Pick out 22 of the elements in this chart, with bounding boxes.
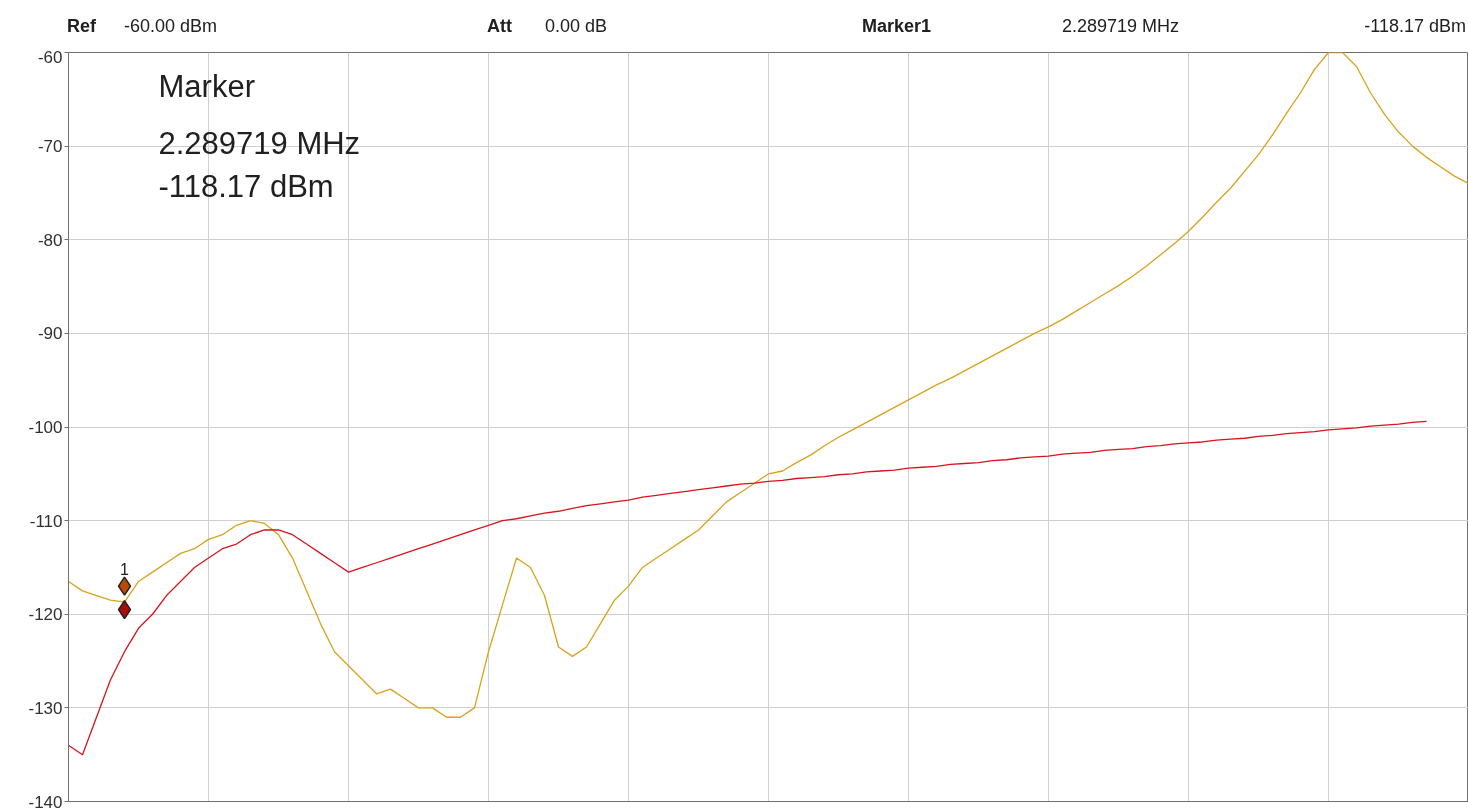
text: -60.00 dBm xyxy=(124,15,218,38)
y-tick-label: -120 xyxy=(28,605,63,625)
y-tick-label: -60 xyxy=(37,47,63,67)
line-series xyxy=(68,52,1468,718)
y-tick-label: -140 xyxy=(28,792,63,811)
text: -118.17 dBm xyxy=(1364,15,1466,38)
text: 2.289719 MHz xyxy=(1062,15,1180,38)
y-tick-label: -90 xyxy=(37,324,63,344)
y-tick-label: -130 xyxy=(28,698,63,718)
text: Att xyxy=(487,15,512,38)
line-series xyxy=(68,420,1428,756)
annotation: 2.289719 MHz xyxy=(158,125,361,161)
annotation: 1 xyxy=(120,561,130,579)
y-tick-label: -110 xyxy=(29,511,63,531)
text: Ref xyxy=(67,15,97,38)
text: Marker1 xyxy=(862,15,932,38)
annotation: Marker xyxy=(158,68,255,104)
y-tick-label: -70 xyxy=(37,137,63,157)
text: 0.00 dB xyxy=(545,15,608,38)
annotation: -118.17 dBm xyxy=(158,168,334,204)
y-tick-label: -100 xyxy=(28,418,63,437)
y-tick-label: -80 xyxy=(37,230,63,250)
